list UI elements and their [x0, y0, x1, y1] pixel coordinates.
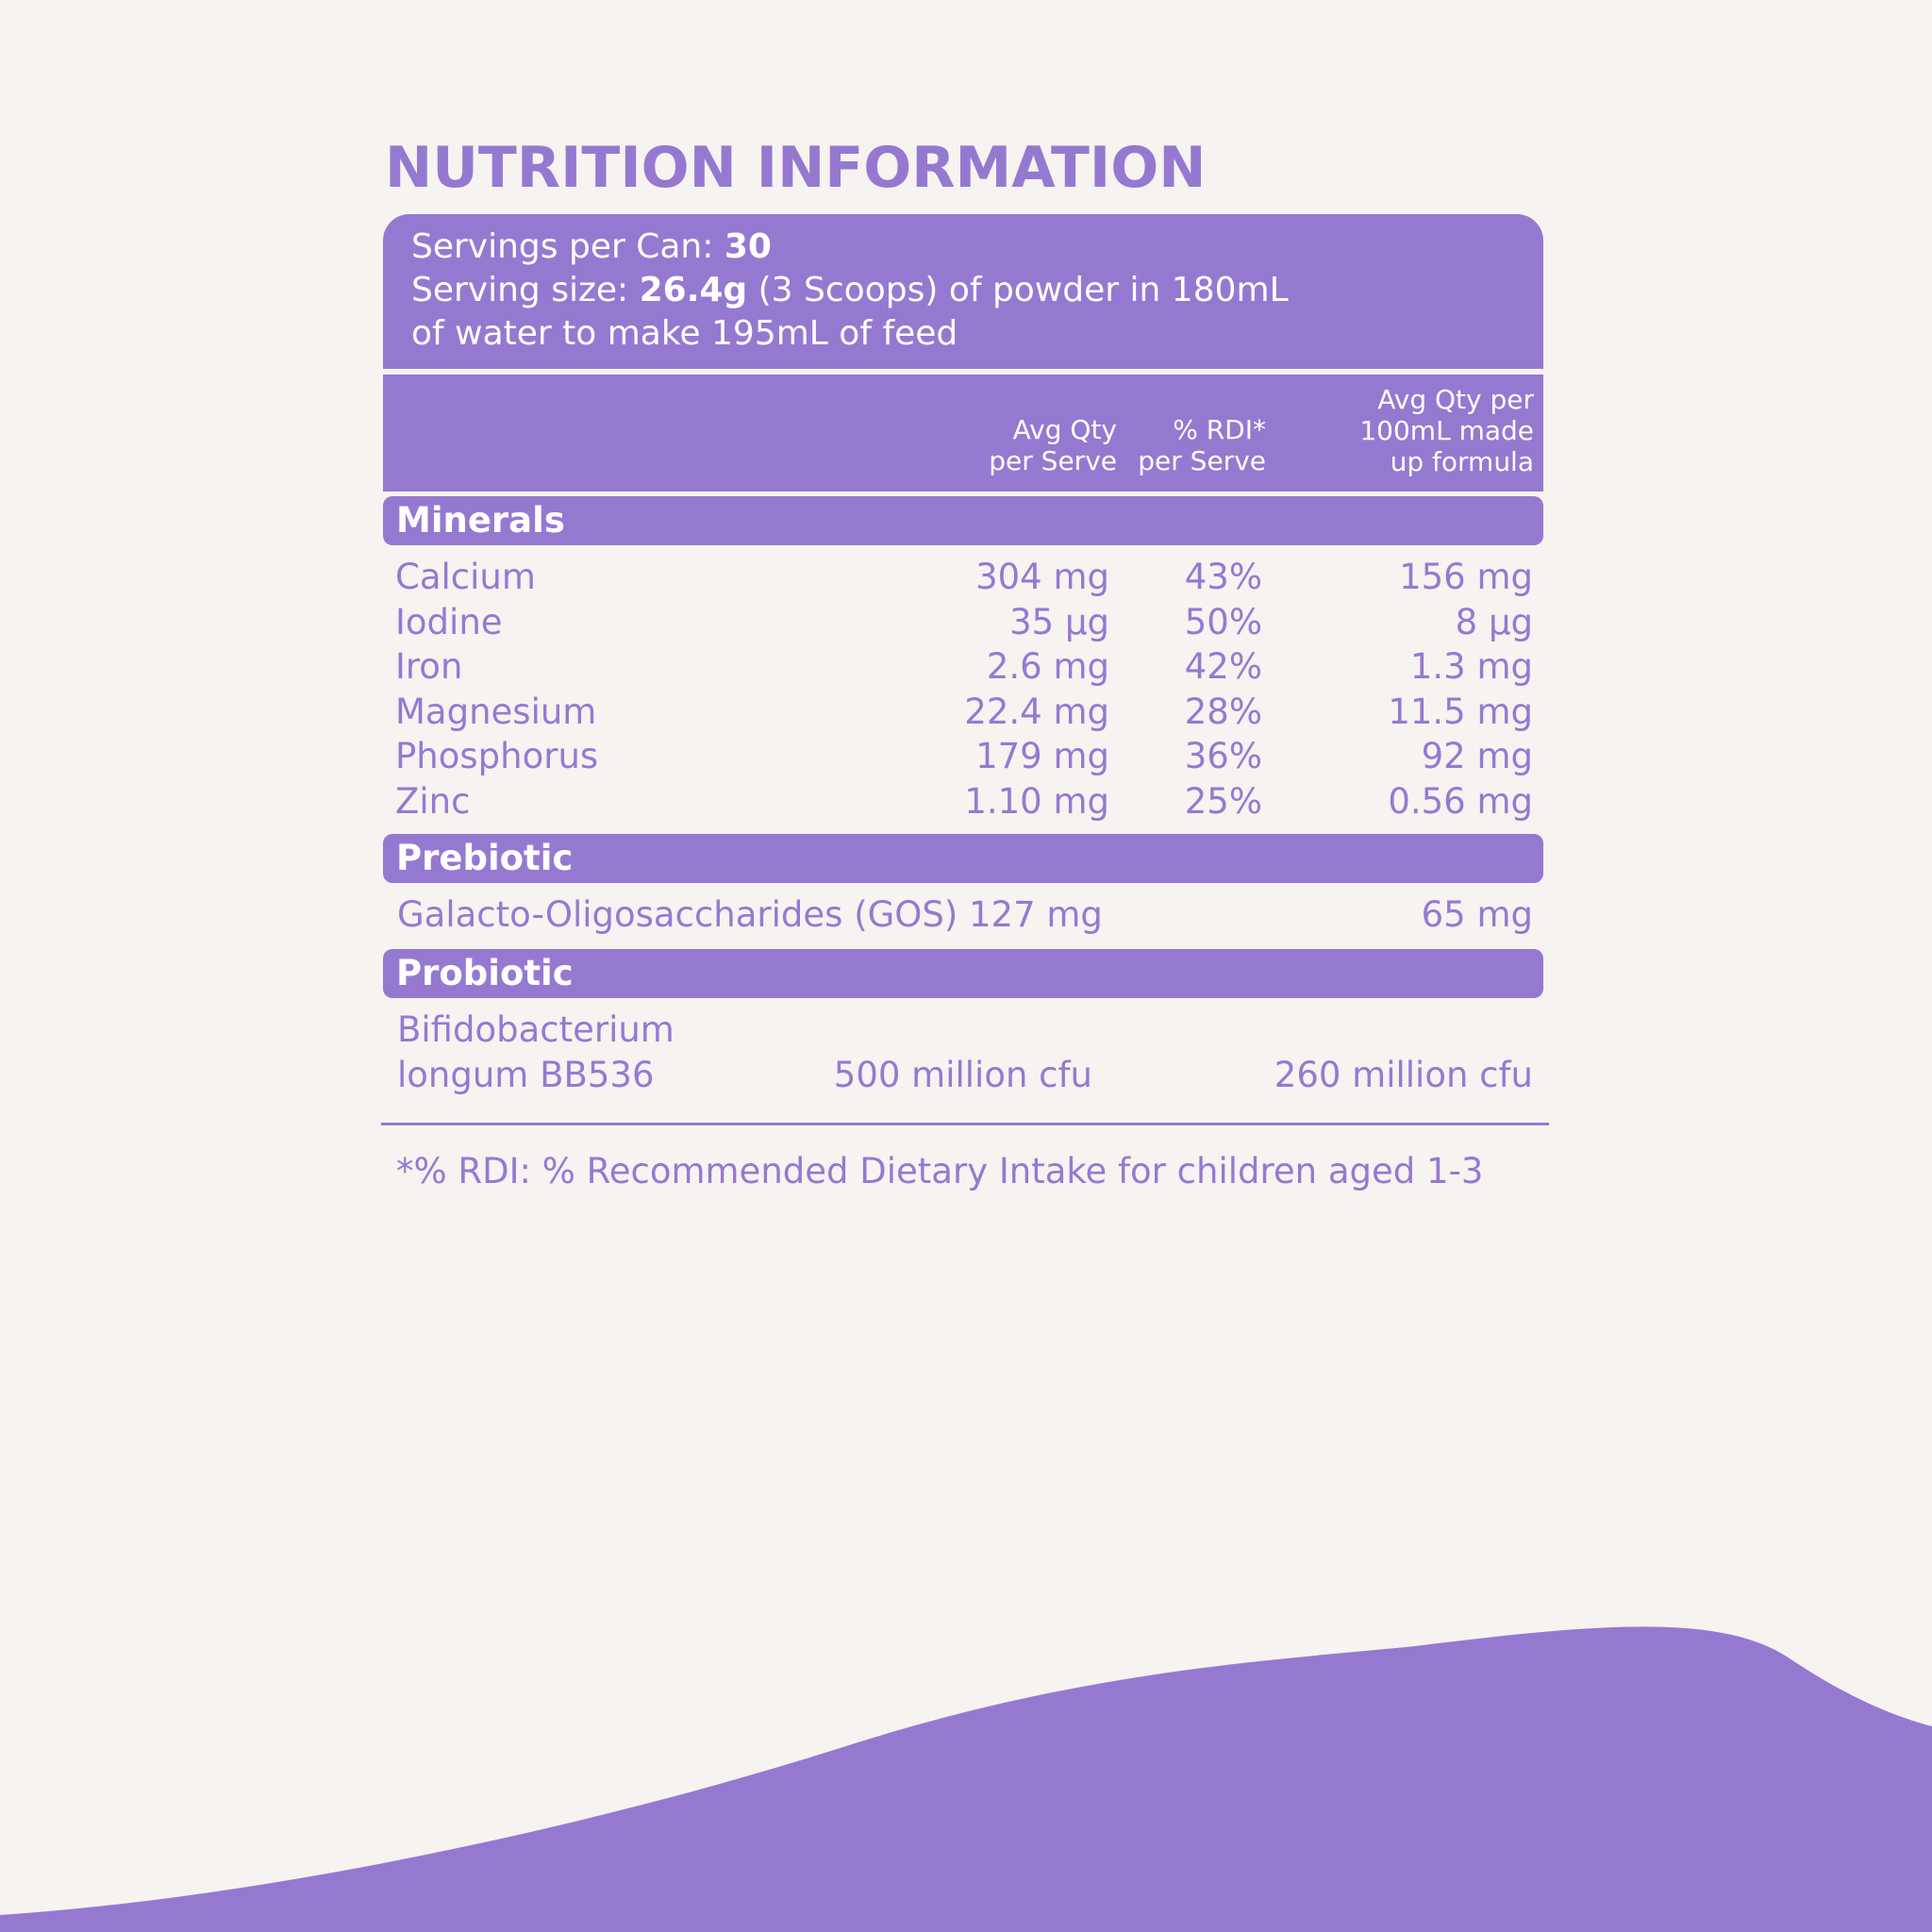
mineral-rdi: 36%: [1184, 736, 1262, 776]
section-header-minerals: Minerals: [383, 496, 1543, 545]
column-header-per-100ml: Avg Qty per 100mL made up formula: [1359, 384, 1534, 477]
table-bottom-rule: [381, 1123, 1549, 1125]
mineral-per-serve: 35 µg: [1009, 601, 1109, 642]
mineral-per-100ml: 156 mg: [1399, 557, 1533, 597]
serving-size: Serving size: 26.4g (3 Scoops) of powder…: [411, 269, 1543, 312]
probiotic-name-line1: Bifidobacterium: [397, 1009, 675, 1050]
serving-size-value: 26.4g: [639, 271, 748, 309]
section-header-probiotic: Probiotic: [383, 949, 1543, 998]
serving-size-label: Serving size:: [411, 271, 640, 309]
servings-per-can: Servings per Can: 30: [411, 225, 1543, 269]
mineral-name: Calcium: [395, 557, 536, 597]
mineral-per-serve: 1.10 mg: [964, 780, 1109, 822]
mineral-name: Iron: [395, 646, 463, 687]
mineral-rdi: 42%: [1184, 646, 1262, 687]
mineral-per-100ml: 0.56 mg: [1388, 780, 1533, 822]
mineral-rdi: 25%: [1184, 780, 1262, 822]
prebiotic-per-100ml: 65 mg: [1421, 894, 1533, 935]
prebiotic-per-serve: 127 mg: [969, 894, 1103, 935]
mineral-per-serve: 179 mg: [975, 736, 1109, 776]
probiotic-per-serve: 500 million cfu: [833, 1055, 1092, 1095]
section-header-prebiotic: Prebiotic: [383, 834, 1543, 883]
mineral-name: Magnesium: [395, 691, 597, 732]
servings-value: 30: [724, 227, 772, 266]
mineral-rdi: 28%: [1184, 691, 1262, 732]
prebiotic-name: Galacto-Oligosaccharides (GOS): [397, 894, 958, 935]
mineral-rdi: 50%: [1184, 601, 1262, 642]
column-header-avg-qty: Avg Qty per Serve: [989, 414, 1117, 476]
mineral-name: Zinc: [395, 780, 471, 822]
serving-info-panel: Servings per Can: 30 Serving size: 26.4g…: [383, 214, 1543, 369]
mineral-name: Iodine: [395, 601, 503, 642]
probiotic-name-line2: longum BB536: [397, 1055, 655, 1095]
mineral-rdi: 43%: [1184, 557, 1262, 597]
mineral-per-100ml: 8 µg: [1455, 601, 1533, 642]
probiotic-per-100ml: 260 million cfu: [1274, 1055, 1533, 1095]
servings-label: Servings per Can:: [411, 227, 724, 266]
rdi-footnote: *% RDI: % Recommended Dietary Intake for…: [396, 1151, 1484, 1191]
serving-size-line2: of water to make 195mL of feed: [411, 314, 958, 353]
page-title: NUTRITION INFORMATION: [385, 135, 1207, 201]
mineral-per-100ml: 1.3 mg: [1409, 646, 1533, 687]
mineral-per-serve: 2.6 mg: [986, 646, 1109, 687]
column-header-row: Avg Qty per Serve % RDI* per Serve Avg Q…: [383, 375, 1543, 491]
mineral-per-100ml: 11.5 mg: [1388, 691, 1533, 732]
column-header-rdi: % RDI* per Serve: [1138, 414, 1266, 476]
mineral-per-serve: 304 mg: [975, 557, 1109, 597]
serving-size-detail: (3 Scoops) of powder in 180mL: [747, 271, 1289, 309]
mineral-name: Phosphorus: [395, 736, 599, 776]
mineral-per-100ml: 92 mg: [1421, 736, 1533, 776]
mineral-per-serve: 22.4 mg: [964, 691, 1109, 732]
